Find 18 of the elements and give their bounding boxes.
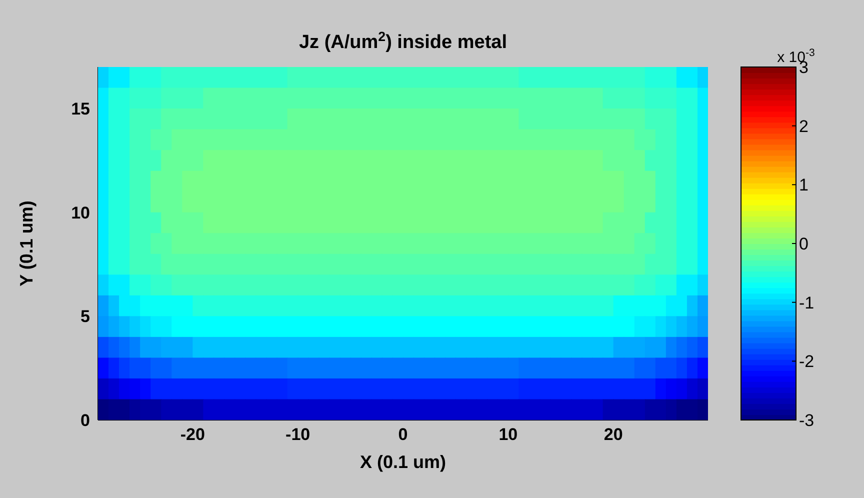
chart-title: Jz (A/um$^{2}$) inside metal	[298, 28, 508, 53]
color-bar-label: -1	[799, 293, 814, 312]
y-tick-label: 15	[71, 100, 90, 119]
color-bar-label: 0	[799, 234, 808, 254]
x-tick-label: 10	[498, 425, 518, 444]
y-tick-label: 10	[71, 203, 90, 222]
x-axis-title: X (0.1 um)	[360, 452, 446, 472]
x-tick-label: -20	[180, 425, 205, 444]
color-bar-label: -2	[799, 352, 814, 372]
y-tick-label: 5	[80, 307, 90, 326]
color-bar-label: 2	[799, 116, 808, 136]
y-axis-title: Y (0.1 um)	[16, 200, 36, 286]
x-tick-label: 0	[398, 425, 408, 444]
y-tick-label: 0	[80, 411, 90, 430]
x-tick-label: 20	[604, 425, 623, 444]
x-tick-label: -10	[286, 425, 310, 444]
color-bar-label: -3	[799, 411, 814, 430]
color-bar-label: 1	[799, 176, 808, 195]
